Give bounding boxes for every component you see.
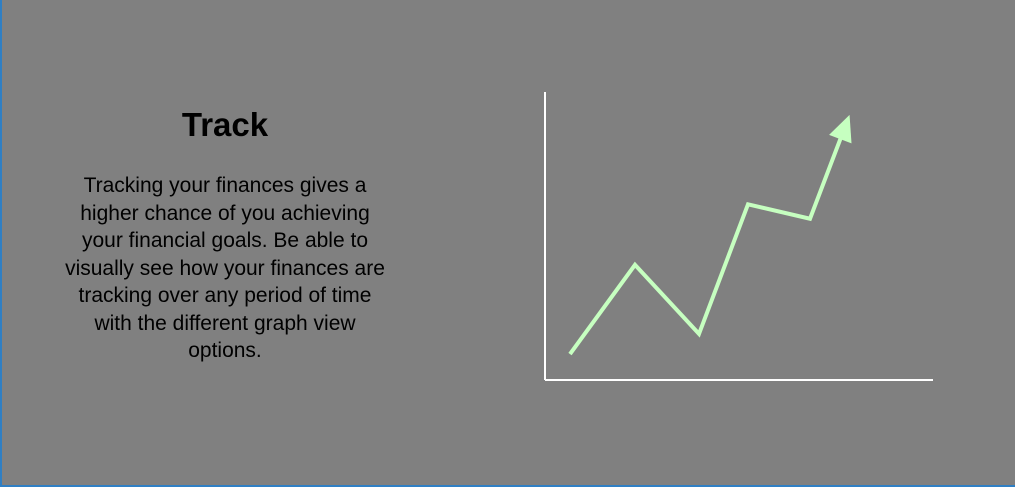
trend-line — [568, 128, 846, 356]
feature-description: Tracking your finances gives a higher ch… — [65, 174, 385, 362]
feature-text: Track Tracking your finances gives a hig… — [64, 104, 386, 365]
feature-title: Track — [181, 106, 269, 143]
upward-trend-arrow-icon — [568, 114, 852, 356]
trend-arrow-head — [829, 114, 852, 144]
